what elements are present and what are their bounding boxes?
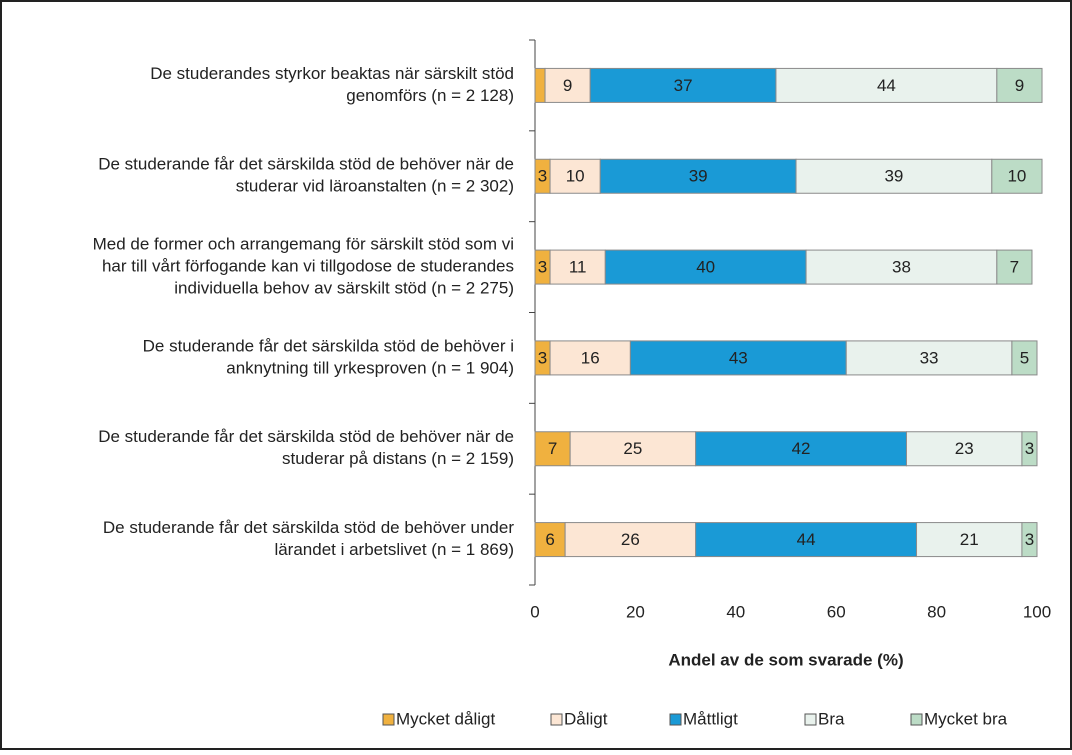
data-label: 40 [696, 258, 715, 277]
data-label: 37 [674, 76, 693, 95]
bar-segment [1011, 340, 1038, 376]
category-label: individuella behov av särskilt stöd (n =… [174, 279, 514, 298]
data-label: 7 [548, 439, 557, 458]
legend-swatch [910, 713, 923, 726]
bar-segment [534, 522, 566, 558]
x-tick-label: 80 [927, 602, 946, 621]
data-label: 44 [797, 530, 816, 549]
bar-segment [604, 249, 807, 285]
legend-label: Bra [818, 709, 845, 728]
category-label: genomförs (n = 2 128) [346, 86, 514, 105]
bar-segment [1021, 522, 1038, 558]
category-label: De studerande får det särskilda stöd de … [98, 427, 514, 446]
data-label: 3 [538, 348, 547, 367]
bar-segment [549, 158, 601, 194]
data-label: 16 [581, 348, 600, 367]
data-label: 33 [920, 348, 939, 367]
data-label: 23 [955, 439, 974, 458]
legend-label: Dåligt [564, 709, 608, 728]
bar-segment [996, 249, 1033, 285]
category-label: De studerande får det särskilda stöd de … [143, 336, 514, 355]
category-label: De studerandes styrkor beaktas när särsk… [150, 64, 514, 83]
legend-label: Mycket bra [924, 709, 1008, 728]
data-label: 9 [1015, 76, 1024, 95]
category-label: De studerande får det särskilda stöd de … [103, 518, 514, 537]
data-label: 5 [1020, 348, 1029, 367]
data-label: 9 [563, 76, 572, 95]
bar-segment [629, 340, 847, 376]
bar-segment [845, 340, 1013, 376]
bar-segment [1021, 431, 1038, 467]
category-label: anknytning till yrkesproven (n = 1 904) [226, 358, 514, 377]
bar-segment [991, 158, 1043, 194]
data-label: 10 [1007, 167, 1026, 186]
data-label: 21 [960, 530, 979, 549]
category-label: studerar vid läroanstalten (n = 2 302) [236, 177, 514, 196]
data-label: 39 [689, 167, 708, 186]
data-label: 3 [538, 258, 547, 277]
bar-segment [996, 67, 1043, 103]
category-label: Med de former och arrangemang för särski… [93, 235, 514, 254]
legend-swatch [550, 713, 563, 726]
data-label: 43 [729, 348, 748, 367]
data-label: 42 [792, 439, 811, 458]
x-axis-label: Andel av de som svarade (%) [668, 650, 903, 669]
x-tick-label: 100 [1023, 602, 1051, 621]
data-label: 39 [884, 167, 903, 186]
data-label: 11 [569, 258, 587, 277]
data-label: 44 [877, 76, 896, 95]
x-tick-label: 60 [827, 602, 846, 621]
bar-segment [564, 522, 697, 558]
data-label: 7 [1010, 258, 1019, 277]
bar-segment [549, 249, 606, 285]
bar-segment [916, 522, 1023, 558]
category-label: lärandet i arbetslivet (n = 1 869) [274, 540, 514, 559]
category-label: studerar på distans (n = 2 159) [282, 449, 514, 468]
x-tick-label: 20 [626, 602, 645, 621]
data-label: 3 [538, 167, 547, 186]
bar-segment [534, 431, 571, 467]
x-tick-label: 0 [530, 602, 539, 621]
data-label: 38 [892, 258, 911, 277]
data-label: 25 [623, 439, 642, 458]
x-tick-label: 40 [726, 602, 745, 621]
category-label: har till vårt förfogande kan vi tillgodo… [102, 257, 514, 276]
legend-swatch [669, 713, 682, 726]
category-label: De studerande får det särskilda stöd de … [98, 155, 514, 174]
legend-swatch [804, 713, 817, 726]
legend-swatch [382, 713, 395, 726]
data-label: 3 [1025, 439, 1034, 458]
bar-segment [599, 158, 797, 194]
bar-segment [569, 431, 697, 467]
bar-segment [805, 249, 998, 285]
bar-segment [544, 67, 591, 103]
bar-segment [534, 67, 546, 103]
data-label: 10 [566, 167, 585, 186]
data-label: 6 [545, 530, 554, 549]
data-label: 3 [1025, 530, 1034, 549]
legend-label: Mycket dåligt [396, 709, 495, 728]
bar-segment [905, 431, 1023, 467]
legend-label: Måttligt [683, 709, 738, 728]
data-label: 26 [621, 530, 640, 549]
